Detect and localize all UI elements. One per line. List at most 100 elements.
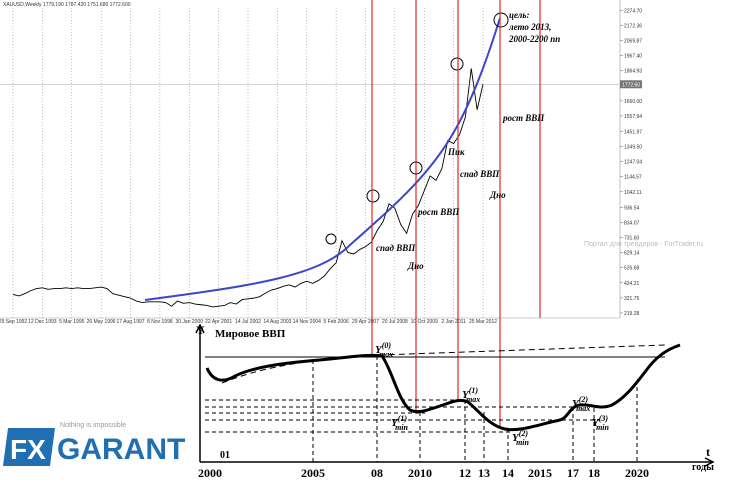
x-axis-units: годы (692, 462, 714, 473)
year-label: 13 (478, 466, 490, 480)
y-tick-label: 731.60 (624, 236, 640, 242)
gdp-diagram: Y Мировое ВВП t годы 01 2000 2005 08 2010 12… (195, 323, 715, 480)
level-main: Y (391, 417, 399, 429)
year-label: 2015 (528, 466, 552, 480)
x-tick-label: 29 Sep 1992 (0, 319, 27, 325)
x-tick-label: 8 Nov 1998 (147, 319, 173, 325)
logo: FX GARANT Nothing is impossible (3, 422, 185, 466)
y-tick-label: 936.54 (624, 205, 640, 211)
annotation: Пик (447, 147, 465, 157)
y-axis-label: Y (196, 323, 205, 337)
y-tick-label: 1557.94 (624, 114, 642, 120)
y-tick-label: 321.75 (624, 296, 640, 302)
level-label: Y(1) min (391, 414, 409, 432)
level-sub: max (576, 404, 590, 413)
y-tick-label: 1144.57 (624, 175, 642, 181)
level-sub: min (395, 423, 408, 432)
logo-name: GARANT (57, 433, 185, 466)
annotation: Дно (407, 261, 424, 271)
x-tick-label: 5 Mar 1995 (59, 319, 85, 325)
watermark: Портал для трейдеров - ForTrader.ru (584, 240, 703, 248)
y-tick-label: 629.14 (624, 251, 640, 257)
x-tick-label: 29 Apr 2007 (352, 319, 379, 325)
price-line (12, 68, 484, 308)
start-note: 01 (220, 450, 230, 461)
x-tick-label: 14 Jul 2002 (235, 319, 261, 325)
y-tick-label: 1967.40 (624, 54, 642, 60)
level-sup: (1) (469, 386, 479, 395)
level-sup: (0) (382, 341, 392, 350)
y-tick-label: 1349.50 (624, 145, 642, 151)
x-tick-label: 12 Dec 1993 (28, 319, 57, 325)
annotation: спад ВВП (460, 169, 500, 179)
y-tick-label: 1042.11 (624, 190, 642, 196)
diagram-title: Мировое ВВП (215, 328, 286, 340)
y-tick-label: 1864.93 (624, 69, 642, 75)
trend-curve (144, 17, 501, 301)
y-tick-label: 1660.00 (624, 99, 642, 105)
annotation: рост ВВП (417, 207, 460, 217)
annotation: 2000-2200 пп (508, 34, 560, 44)
level-main: Y (375, 344, 383, 356)
y-tick-label: 2274.70 (624, 8, 642, 14)
level-label: Y(3) min (592, 414, 610, 432)
level-main: Y (512, 432, 520, 444)
level-sup: (2) (579, 395, 589, 404)
year-label: 2005 (301, 466, 325, 480)
annotation: рост ВВП (502, 113, 545, 123)
annotation: лето 2013, (508, 22, 551, 32)
chart-title: XAUUSD,Weekly 1779.190 1787.420 1751.680… (3, 2, 131, 8)
annotation: Дно (489, 190, 506, 200)
annotation: спад ВВП (376, 243, 416, 253)
y-tick-label: 526.68 (624, 266, 640, 272)
y-tick-label: 2172.36 (624, 23, 642, 29)
y-tick-label: 834.07 (624, 220, 640, 226)
level-sub: max (466, 395, 480, 404)
peak-circles (325, 12, 509, 245)
level-label: Y(2) min (512, 429, 530, 447)
x-tick-label: 26 May 1996 (87, 319, 116, 325)
year-label: 2000 (198, 466, 222, 480)
logo-slogan: Nothing is impossible (60, 422, 126, 429)
y-tick-label: 1247.04 (624, 160, 642, 166)
x-tick-label: 30 Jan 2000 (175, 319, 203, 325)
level-sup: (2) (519, 429, 529, 438)
y-tick-label: 1451.97 (624, 129, 642, 135)
level-main: Y (462, 389, 470, 401)
year-label: 17 (567, 466, 579, 480)
level-sub: min (516, 438, 529, 447)
y-tick-label: 219.28 (624, 311, 640, 317)
year-label: 14 (502, 466, 514, 480)
y-tick-label: 2069.87 (624, 39, 642, 45)
x-tick-label: 20 Jul 2008 (382, 319, 408, 325)
level-sub: max (379, 350, 393, 359)
year-label: 2010 (408, 466, 432, 480)
logo-mark: FX (10, 434, 46, 465)
y-tick-label: 424.21 (624, 281, 640, 287)
level-main: Y (592, 417, 600, 429)
annotation: цель: (509, 10, 530, 20)
level-label: Y(2) max (572, 395, 590, 413)
level-label: Y(1) max (462, 386, 480, 404)
x-tick-label: 22 Apr 2001 (205, 319, 232, 325)
last-price-label: 1772.60 (622, 82, 640, 88)
x-tick-label: 14 Nov 2004 (293, 319, 322, 325)
level-main: Y (572, 398, 580, 410)
year-label: 2020 (625, 466, 649, 480)
x-axis-label: t (706, 445, 710, 459)
x-tick-label: 10 Oct 2009 (411, 319, 438, 325)
level-sub: min (596, 423, 609, 432)
level-sup: (3) (599, 414, 609, 423)
last-price-box (620, 80, 642, 89)
year-label: 18 (588, 466, 600, 480)
x-tick-label: 2 Jan 2011 (441, 319, 466, 325)
year-label: 08 (371, 466, 383, 480)
level-label: Y(0) max (375, 341, 393, 359)
x-tick-label: 25 Mar 2012 (469, 319, 497, 325)
x-tick-label: 17 Aug 1997 (116, 319, 144, 325)
level-sup: (1) (398, 414, 408, 423)
year-label: 12 (459, 466, 471, 480)
x-tick-label: 14 Aug 2003 (263, 319, 291, 325)
